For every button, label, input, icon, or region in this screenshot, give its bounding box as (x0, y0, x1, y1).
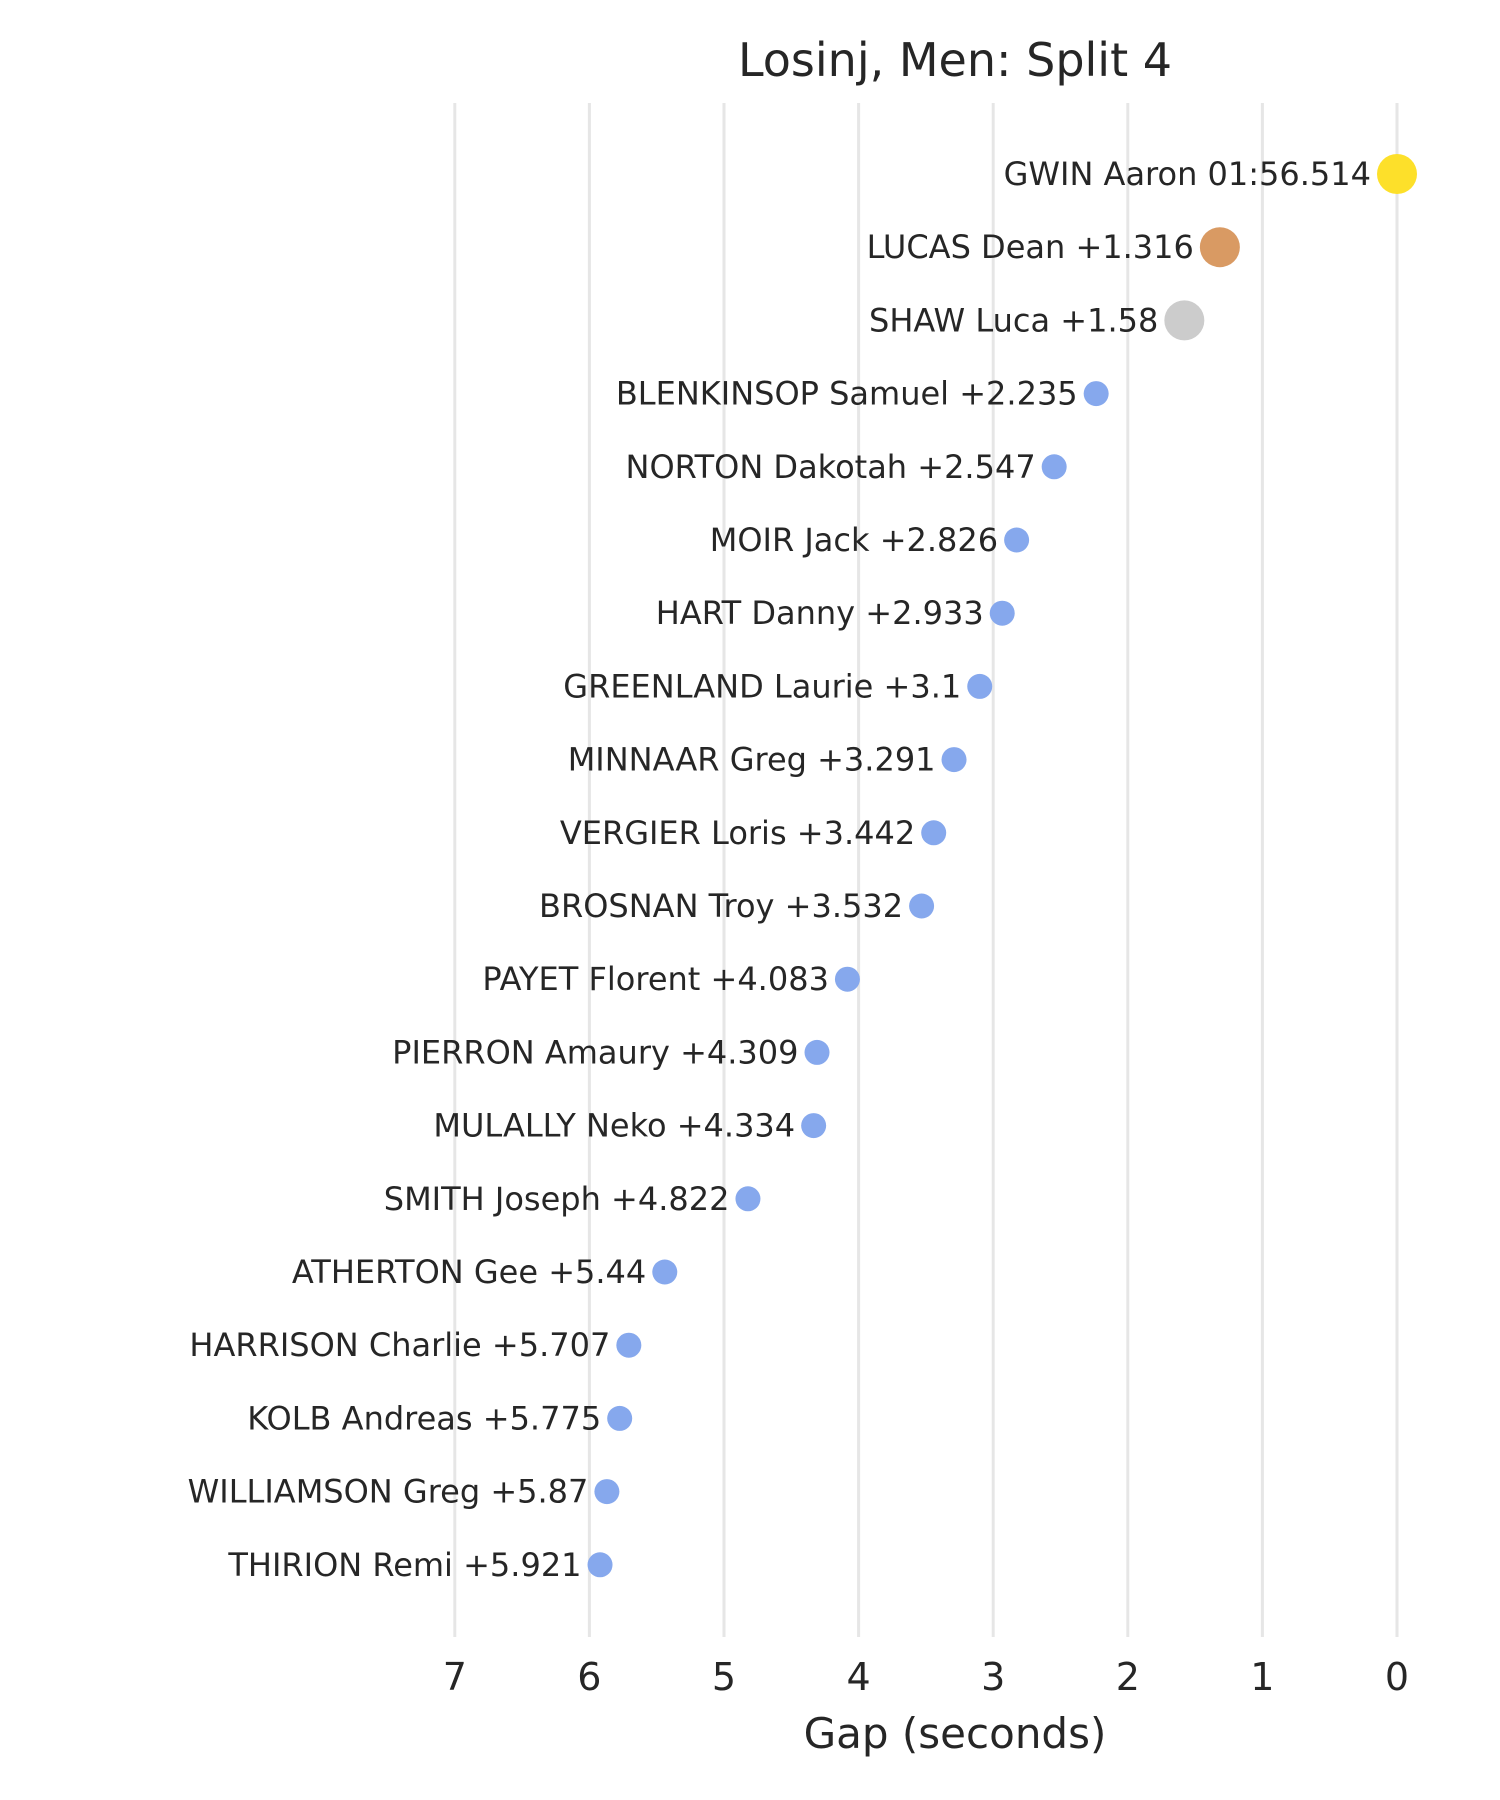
data-point-label: GWIN Aaron 01:56.514 (1004, 155, 1371, 193)
x-axis-ticks: 7 6 5 4 3 2 1 0 (443, 1655, 1409, 1699)
data-point-label: GREENLAND Laurie +3.1 (563, 667, 961, 705)
data-point-label: VERGIER Loris +3.442 (560, 814, 915, 852)
data-point (921, 820, 947, 846)
data-point (804, 1039, 830, 1065)
data-point (989, 600, 1015, 626)
data-point (1164, 300, 1205, 341)
data-point-label: MOIR Jack +2.826 (710, 521, 998, 559)
point-labels: GWIN Aaron 01:56.514 LUCAS Dean +1.316 SHA… (188, 155, 1371, 1584)
data-point (941, 747, 967, 773)
data-point (967, 673, 993, 699)
data-point (735, 1186, 761, 1212)
x-tick-label: 3 (981, 1655, 1005, 1699)
data-point (652, 1259, 678, 1285)
data-point-label: WILLIAMSON Greg +5.87 (188, 1473, 589, 1511)
data-point-label: ATHERTON Gee +5.44 (292, 1253, 646, 1291)
data-point (1083, 381, 1109, 407)
data-point-label: MULALLY Neko +4.334 (433, 1107, 795, 1145)
data-point (801, 1113, 827, 1139)
x-tick-label: 6 (577, 1655, 601, 1699)
data-point (1041, 454, 1067, 480)
data-point (587, 1552, 613, 1578)
x-tick-label: 4 (847, 1655, 871, 1699)
x-tick-label: 7 (443, 1655, 467, 1699)
data-point (1199, 227, 1240, 268)
x-tick-label: 0 (1385, 1655, 1409, 1699)
data-point-label: BROSNAN Troy +3.532 (539, 887, 903, 925)
x-tick-label: 2 (1116, 1655, 1140, 1699)
data-point (616, 1332, 642, 1358)
data-point-label: BLENKINSOP Samuel +2.235 (616, 375, 1078, 413)
data-point-label: SHAW Luca +1.58 (869, 301, 1158, 339)
data-points (587, 154, 1417, 1578)
chart-title: Losinj, Men: Split 4 (738, 33, 1172, 87)
data-point-label: HARRISON Charlie +5.707 (189, 1326, 610, 1364)
data-point (1004, 527, 1030, 553)
data-point-label: THIRION Remi +5.921 (227, 1546, 581, 1584)
data-point-label: SMITH Joseph +4.822 (384, 1180, 730, 1218)
data-point (607, 1405, 633, 1431)
data-point-label: PIERRON Amaury +4.309 (392, 1033, 798, 1071)
data-point-label: NORTON Dakotah +2.547 (626, 448, 1036, 486)
x-tick-label: 5 (712, 1655, 736, 1699)
data-point-label: PAYET Florent +4.083 (482, 960, 829, 998)
data-point (1377, 154, 1417, 194)
data-point-label: KOLB Andreas +5.775 (247, 1399, 601, 1437)
data-point-label: HART Danny +2.933 (656, 594, 984, 632)
x-axis-label: Gap (seconds) (804, 1709, 1107, 1758)
data-point-label: LUCAS Dean +1.316 (867, 228, 1194, 266)
grid-lines (453, 103, 1399, 1637)
x-tick-label: 1 (1250, 1655, 1274, 1699)
data-point (909, 893, 935, 919)
data-point (594, 1479, 620, 1505)
data-point-label: MINNAAR Greg +3.291 (568, 741, 936, 779)
data-point (834, 966, 860, 992)
